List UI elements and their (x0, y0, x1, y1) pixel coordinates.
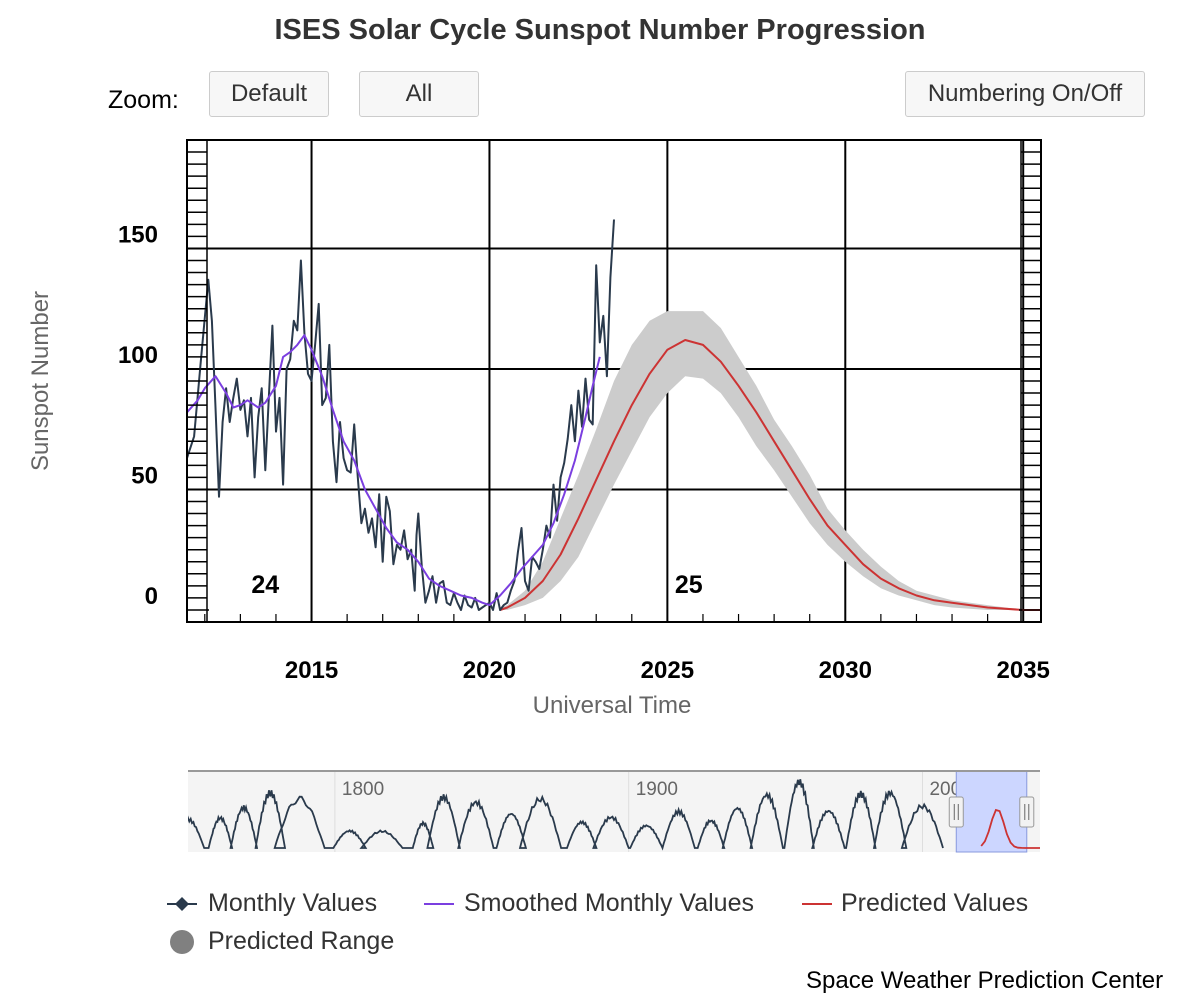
credit-text: Space Weather Prediction Center (806, 967, 1164, 994)
zoom-label: Zoom: (108, 86, 179, 114)
legend-predicted-symbol (802, 903, 832, 905)
navigator-handle[interactable] (1019, 796, 1035, 828)
zoom-all-button[interactable]: All (359, 71, 479, 117)
legend-predicted-label[interactable]: Predicted Values (841, 889, 1029, 917)
navigator-background (188, 771, 1040, 852)
navigator-series-group (188, 779, 1040, 851)
zoom-default-button[interactable]: Default (209, 71, 329, 117)
x-tick-label: 2035 (997, 657, 1050, 684)
legend-monthly-symbol (167, 897, 197, 911)
legend-monthly-label[interactable]: Monthly Values (208, 889, 378, 917)
navigator-predicted-line (980, 808, 1040, 849)
y-tick-label: 0 (145, 583, 158, 610)
legend-smoothed-symbol (424, 903, 454, 905)
y-tick-label: 100 (118, 342, 158, 369)
navigator-handle[interactable] (948, 796, 964, 828)
predicted-values-line (499, 339, 1041, 611)
navigator-selection (955, 770, 1028, 853)
legend-smoothed-label[interactable]: Smoothed Monthly Values (464, 889, 754, 917)
y-axis-title: Sunspot Number (27, 291, 54, 471)
navigator-year-label: 1900 (636, 779, 678, 800)
navigator-monthly-line (188, 779, 944, 851)
cycle-label: 25 (675, 571, 703, 599)
x-tick-label: 2015 (285, 657, 338, 684)
x-tick-label: 2025 (641, 657, 694, 684)
legend-range-symbol (170, 930, 194, 954)
y-tick-label: 50 (131, 462, 158, 489)
x-tick-label: 2030 (819, 657, 872, 684)
navigator-handle-box (1019, 796, 1035, 828)
y-tick-label: 150 (118, 221, 158, 248)
smoothed-values-line (187, 334, 601, 607)
chart-title: ISES Solar Cycle Sunspot Number Progress… (274, 14, 926, 46)
x-axis-title: Universal Time (533, 692, 692, 719)
legend-range-label[interactable]: Predicted Range (208, 927, 395, 955)
numbering-toggle-button[interactable]: Numbering On/Off (905, 71, 1145, 117)
x-tick-label: 2020 (463, 657, 516, 684)
predicted-range-band (500, 311, 1041, 610)
cycle-label: 24 (251, 571, 279, 599)
navigator-year-label: 1800 (342, 779, 384, 800)
navigator-handle-box (948, 796, 964, 828)
